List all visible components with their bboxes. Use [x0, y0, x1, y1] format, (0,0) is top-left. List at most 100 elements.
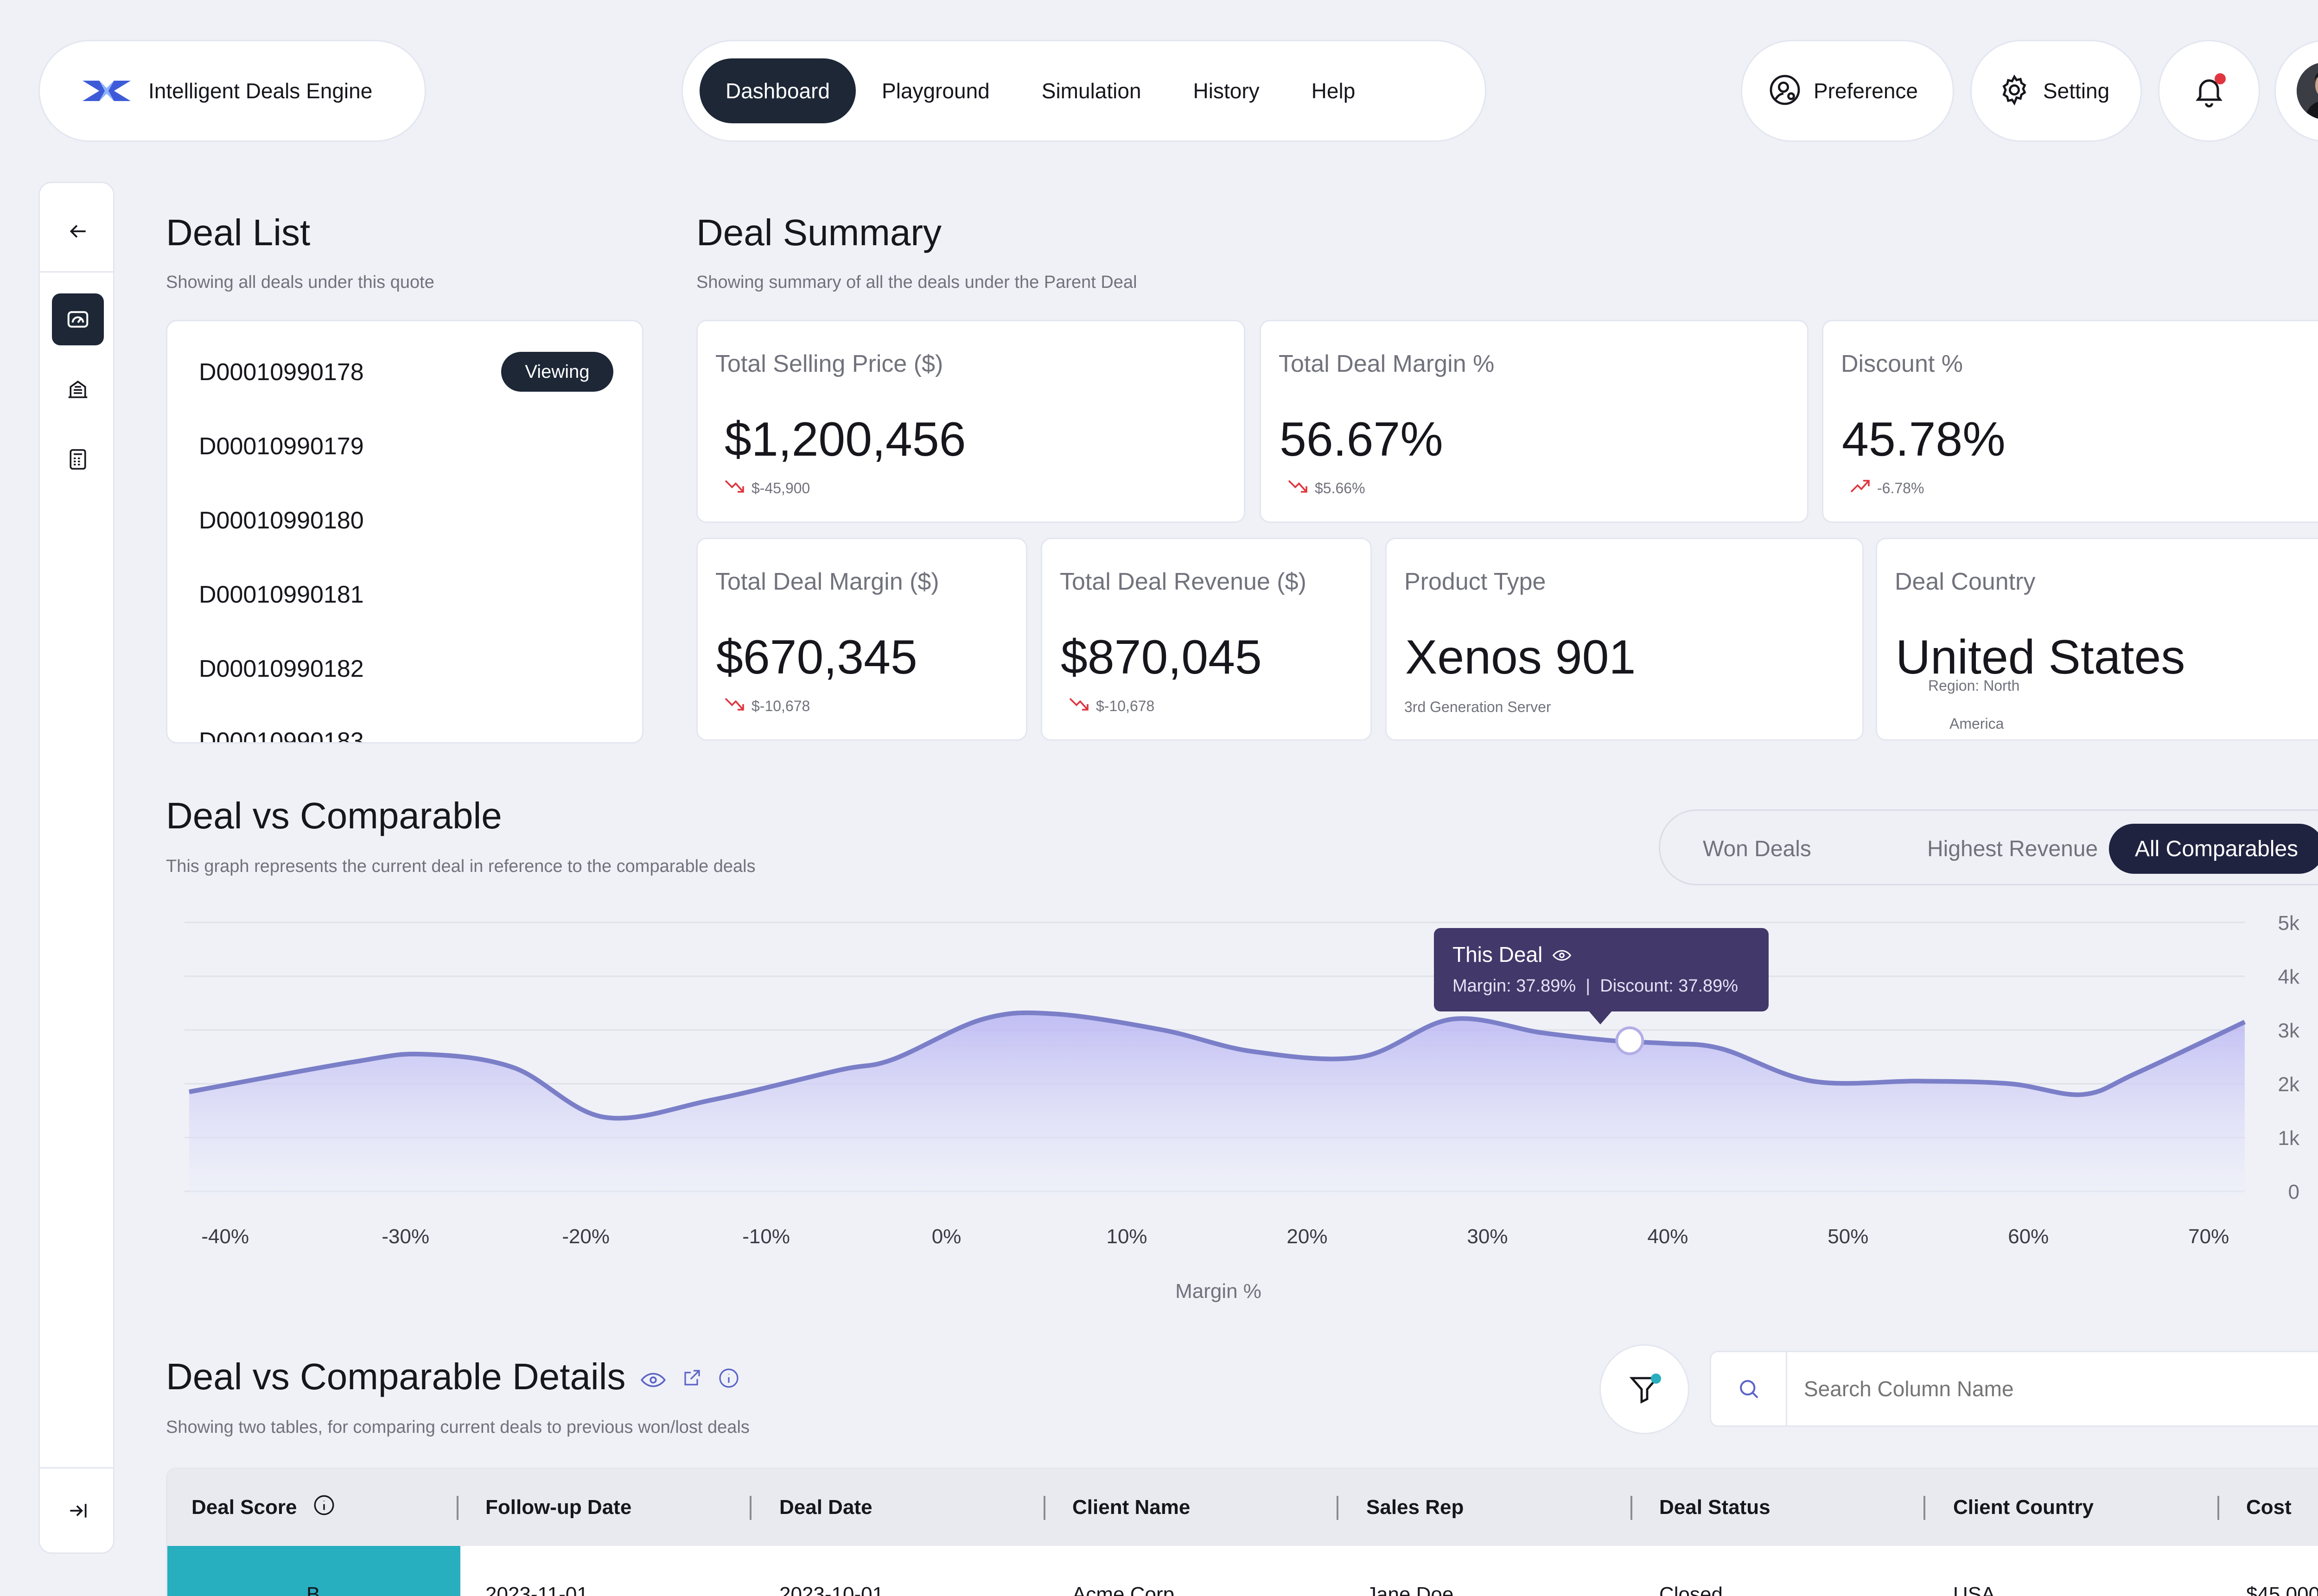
details-subtitle: Showing two tables, for comparing curren…	[166, 1418, 750, 1437]
column-divider[interactable]	[1337, 1496, 1338, 1520]
back-arrow-icon[interactable]	[52, 205, 104, 257]
sidebar	[38, 182, 115, 1554]
y-tick-label: 3k	[2278, 1019, 2300, 1042]
eye-icon[interactable]	[640, 1355, 666, 1398]
x-tick-label: 30%	[1467, 1225, 1508, 1248]
column-header-deal-date[interactable]: Deal Date	[779, 1496, 872, 1519]
column-divider[interactable]	[750, 1496, 751, 1520]
expand-sidebar-icon[interactable]	[52, 1485, 104, 1537]
notifications-button[interactable]	[2158, 40, 2260, 142]
card-subtext: Region: North	[1928, 677, 2020, 694]
card-value: $670,345	[716, 630, 917, 684]
tooltip-title: This Deal	[1452, 942, 1543, 967]
bell-icon	[2191, 73, 2227, 108]
x-tick-label: -10%	[742, 1225, 790, 1248]
deal-score-value: B	[306, 1583, 320, 1596]
column-header-followup-date[interactable]: Follow-up Date	[485, 1496, 632, 1519]
column-header-cost[interactable]: Cost	[2246, 1496, 2292, 1519]
search-input[interactable]	[1804, 1352, 2314, 1425]
list-item[interactable]: D00010990182	[199, 655, 364, 682]
table-cell-cost: $45,000	[2246, 1583, 2318, 1596]
delta-text: $-45,900	[751, 479, 810, 496]
deal-summary-subtitle: Showing summary of all the deals under t…	[696, 273, 1137, 292]
column-header-client-country[interactable]: Client Country	[1953, 1496, 2094, 1519]
details-title: Deal vs Comparable Details	[166, 1356, 626, 1397]
preference-button[interactable]: Preference	[1741, 40, 1954, 142]
deal-list-subtitle: Showing all deals under this quote	[166, 273, 434, 292]
list-item[interactable]: D00010990183	[199, 728, 364, 744]
preference-label: Preference	[1814, 79, 1918, 103]
building-icon[interactable]	[52, 363, 104, 415]
list-item[interactable]: D00010990181	[199, 581, 364, 608]
list-item[interactable]: D00010990180	[199, 507, 364, 534]
toggle-all-comparables[interactable]: All Comparables	[2109, 824, 2318, 874]
tooltip-pointer	[1588, 1011, 1612, 1024]
y-tick-label: 1k	[2278, 1127, 2300, 1150]
column-header-sales-rep[interactable]: Sales Rep	[1366, 1496, 1464, 1519]
card-subtext: America	[1949, 715, 2004, 732]
deal-score-cell[interactable]: B	[167, 1546, 460, 1596]
top-nav: Dashboard Playground Simulation History …	[681, 40, 1486, 142]
card-title: Total Deal Revenue ($)	[1060, 568, 1306, 595]
summary-card-product-type: Product Type Xenos 901 3rd Generation Se…	[1385, 538, 1864, 741]
viewing-badge: Viewing	[501, 352, 613, 392]
column-label: Deal Score	[191, 1496, 297, 1519]
list-item[interactable]: D00010990179	[199, 433, 364, 460]
x-axis-label: Margin %	[1175, 1280, 1261, 1303]
nav-dashboard[interactable]: Dashboard	[700, 58, 856, 123]
column-divider[interactable]	[1044, 1496, 1045, 1520]
external-link-icon[interactable]	[681, 1355, 703, 1398]
x-tick-label: -40%	[201, 1225, 249, 1248]
column-divider[interactable]	[457, 1496, 459, 1520]
delta-text: -6.78%	[1877, 479, 1924, 496]
dashboard-gauge-icon[interactable]	[52, 293, 104, 345]
card-title: Total Deal Margin ($)	[715, 568, 939, 595]
summary-card-margin-dollar: Total Deal Margin ($) $670,345 $-10,678	[696, 538, 1027, 741]
column-header-deal-score[interactable]: Deal Score	[191, 1469, 336, 1546]
brand-pill[interactable]: Intelligent Deals Engine	[38, 40, 426, 142]
details-table: Deal Score Follow-up Date Deal Date Clie…	[166, 1468, 2318, 1596]
card-delta: $-45,900	[725, 479, 810, 497]
card-title: Product Type	[1404, 568, 1546, 595]
list-item[interactable]: D00010990178	[199, 359, 364, 386]
filter-icon	[1628, 1373, 1661, 1406]
summary-card-revenue: Total Deal Revenue ($) $870,045 $-10,678	[1041, 538, 1372, 741]
info-icon[interactable]	[312, 1494, 336, 1522]
trend-up-icon	[1850, 479, 1871, 497]
nav-help[interactable]: Help	[1311, 79, 1356, 103]
chart-tooltip: This Deal Margin: 37.89% | Discount: 37.…	[1434, 928, 1769, 1024]
trend-down-icon	[1288, 479, 1308, 497]
filter-button[interactable]	[1599, 1344, 1689, 1434]
nav-playground[interactable]: Playground	[882, 79, 990, 103]
x-tick-label: 60%	[2008, 1225, 2049, 1248]
y-tick-label: 2k	[2278, 1073, 2300, 1096]
deal-list: D00010990178 Viewing D00010990179 D00010…	[166, 320, 643, 744]
x-tick-label: -30%	[382, 1225, 429, 1248]
card-title: Deal Country	[1895, 568, 2036, 595]
details-title-row: Deal vs Comparable Details	[166, 1355, 740, 1398]
card-title: Total Deal Margin %	[1279, 350, 1495, 377]
toggle-won-deals[interactable]: Won Deals	[1703, 836, 1811, 861]
nav-history[interactable]: History	[1193, 79, 1260, 103]
trend-down-icon	[725, 479, 745, 497]
column-header-deal-status[interactable]: Deal Status	[1659, 1496, 1770, 1519]
gear-icon	[1998, 73, 2031, 109]
column-header-client-name[interactable]: Client Name	[1072, 1496, 1191, 1519]
toggle-highest-revenue[interactable]: Highest Revenue	[1927, 836, 2098, 861]
calculator-icon[interactable]	[52, 433, 104, 485]
setting-button[interactable]: Setting	[1970, 40, 2142, 142]
highlight-point[interactable]	[1615, 1026, 1644, 1056]
nav-simulation[interactable]: Simulation	[1041, 79, 1141, 103]
column-divider[interactable]	[1923, 1496, 1925, 1520]
column-divider[interactable]	[2217, 1496, 2219, 1520]
delta-text: $-10,678	[751, 697, 810, 714]
card-delta: $5.66%	[1288, 479, 1365, 497]
info-icon[interactable]	[718, 1355, 740, 1398]
column-divider[interactable]	[1630, 1496, 1632, 1520]
eye-icon[interactable]	[1553, 942, 1572, 967]
card-delta: -6.78%	[1850, 479, 1924, 497]
deal-list-title: Deal List	[166, 212, 311, 253]
x-tick-label: -20%	[562, 1225, 610, 1248]
table-header: Deal Score Follow-up Date Deal Date Clie…	[167, 1469, 2318, 1546]
card-value: $1,200,456	[725, 413, 966, 466]
